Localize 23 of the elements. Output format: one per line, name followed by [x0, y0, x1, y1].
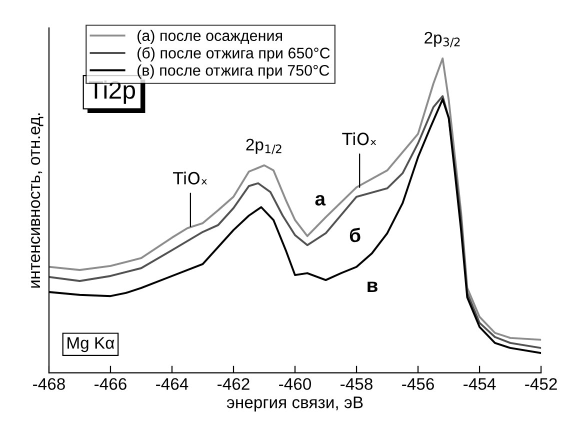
annotation: 2p$_{3/2}$: [424, 32, 460, 48]
annotation: Mg Kα: [68, 337, 114, 352]
x-tick-label: -458: [340, 378, 372, 390]
annotation: TiOₓ: [342, 132, 376, 146]
annotation: в: [368, 282, 378, 292]
x-tick-label: -452: [525, 378, 557, 390]
legend-label: (а) после осаждения: [138, 30, 282, 44]
x-tick-label: -456: [402, 378, 434, 390]
y-axis-title: интенсивность, отн.ед.: [31, 113, 44, 288]
legend-label: (в) после отжига при 750°C: [138, 64, 330, 79]
x-tick-label: -462: [218, 378, 250, 390]
annotation: 2p$_{1/2}$: [246, 138, 282, 154]
annotation: TiOₓ: [172, 172, 207, 185]
x-tick-label: -468: [33, 378, 65, 390]
annotation: а: [315, 194, 326, 206]
x-axis-title: энергия связи, эВ: [226, 396, 363, 412]
annotation: б: [350, 228, 360, 242]
legend-label: (б) после отжига при 650°C: [138, 47, 330, 62]
x-tick-label: -454: [464, 378, 496, 390]
x-tick-label: -460: [279, 378, 312, 390]
x-tick-label: -466: [94, 378, 126, 390]
x-tick-label: -464: [156, 378, 188, 390]
annotation: Ti2p: [88, 80, 135, 104]
